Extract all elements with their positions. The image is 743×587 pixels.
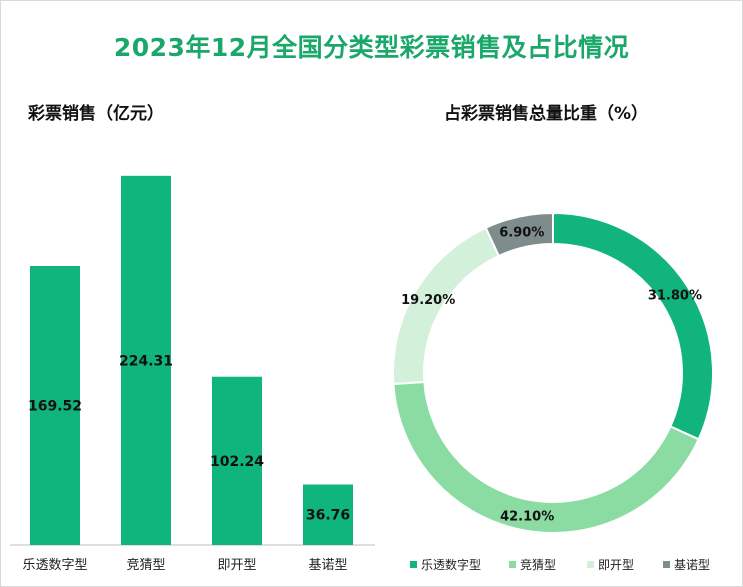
legend-swatch [663, 561, 670, 568]
bar-value-label: 36.76 [306, 508, 350, 524]
slice-value-label: 6.90% [499, 225, 544, 240]
slice-value-label: 31.80% [648, 289, 702, 304]
bar-chart-title: 彩票销售（亿元） [28, 104, 164, 124]
legend-label: 即开型 [598, 558, 634, 572]
x-tick-label: 竞猜型 [126, 557, 165, 573]
legend-label: 基诺型 [674, 558, 710, 572]
bar-value-label: 102.24 [210, 454, 264, 470]
donut-slice [484, 211, 554, 258]
bar-value-label: 224.31 [119, 353, 173, 369]
legend-swatch [509, 561, 516, 568]
bar-value-label: 169.52 [28, 398, 82, 414]
slice-value-label: 42.10% [500, 510, 554, 525]
donut-chart-title: 占彩票销售总量比重（%） [444, 104, 649, 124]
bar [30, 265, 80, 545]
bar [121, 175, 171, 545]
bar [303, 484, 353, 545]
legend-swatch [587, 561, 594, 568]
legend-swatch [410, 561, 417, 568]
x-tick-label: 基诺型 [308, 558, 347, 573]
x-tick-label: 即开型 [217, 558, 256, 573]
page-title: 2023年12月全国分类型彩票销售及占比情况 [113, 33, 630, 62]
slice-value-label: 19.20% [401, 293, 455, 308]
legend-label: 乐透数字型 [421, 557, 481, 572]
bar [212, 376, 262, 545]
legend-label: 竞猜型 [520, 558, 556, 572]
donut-slice [552, 211, 714, 441]
x-tick-label: 乐透数字型 [22, 558, 87, 573]
